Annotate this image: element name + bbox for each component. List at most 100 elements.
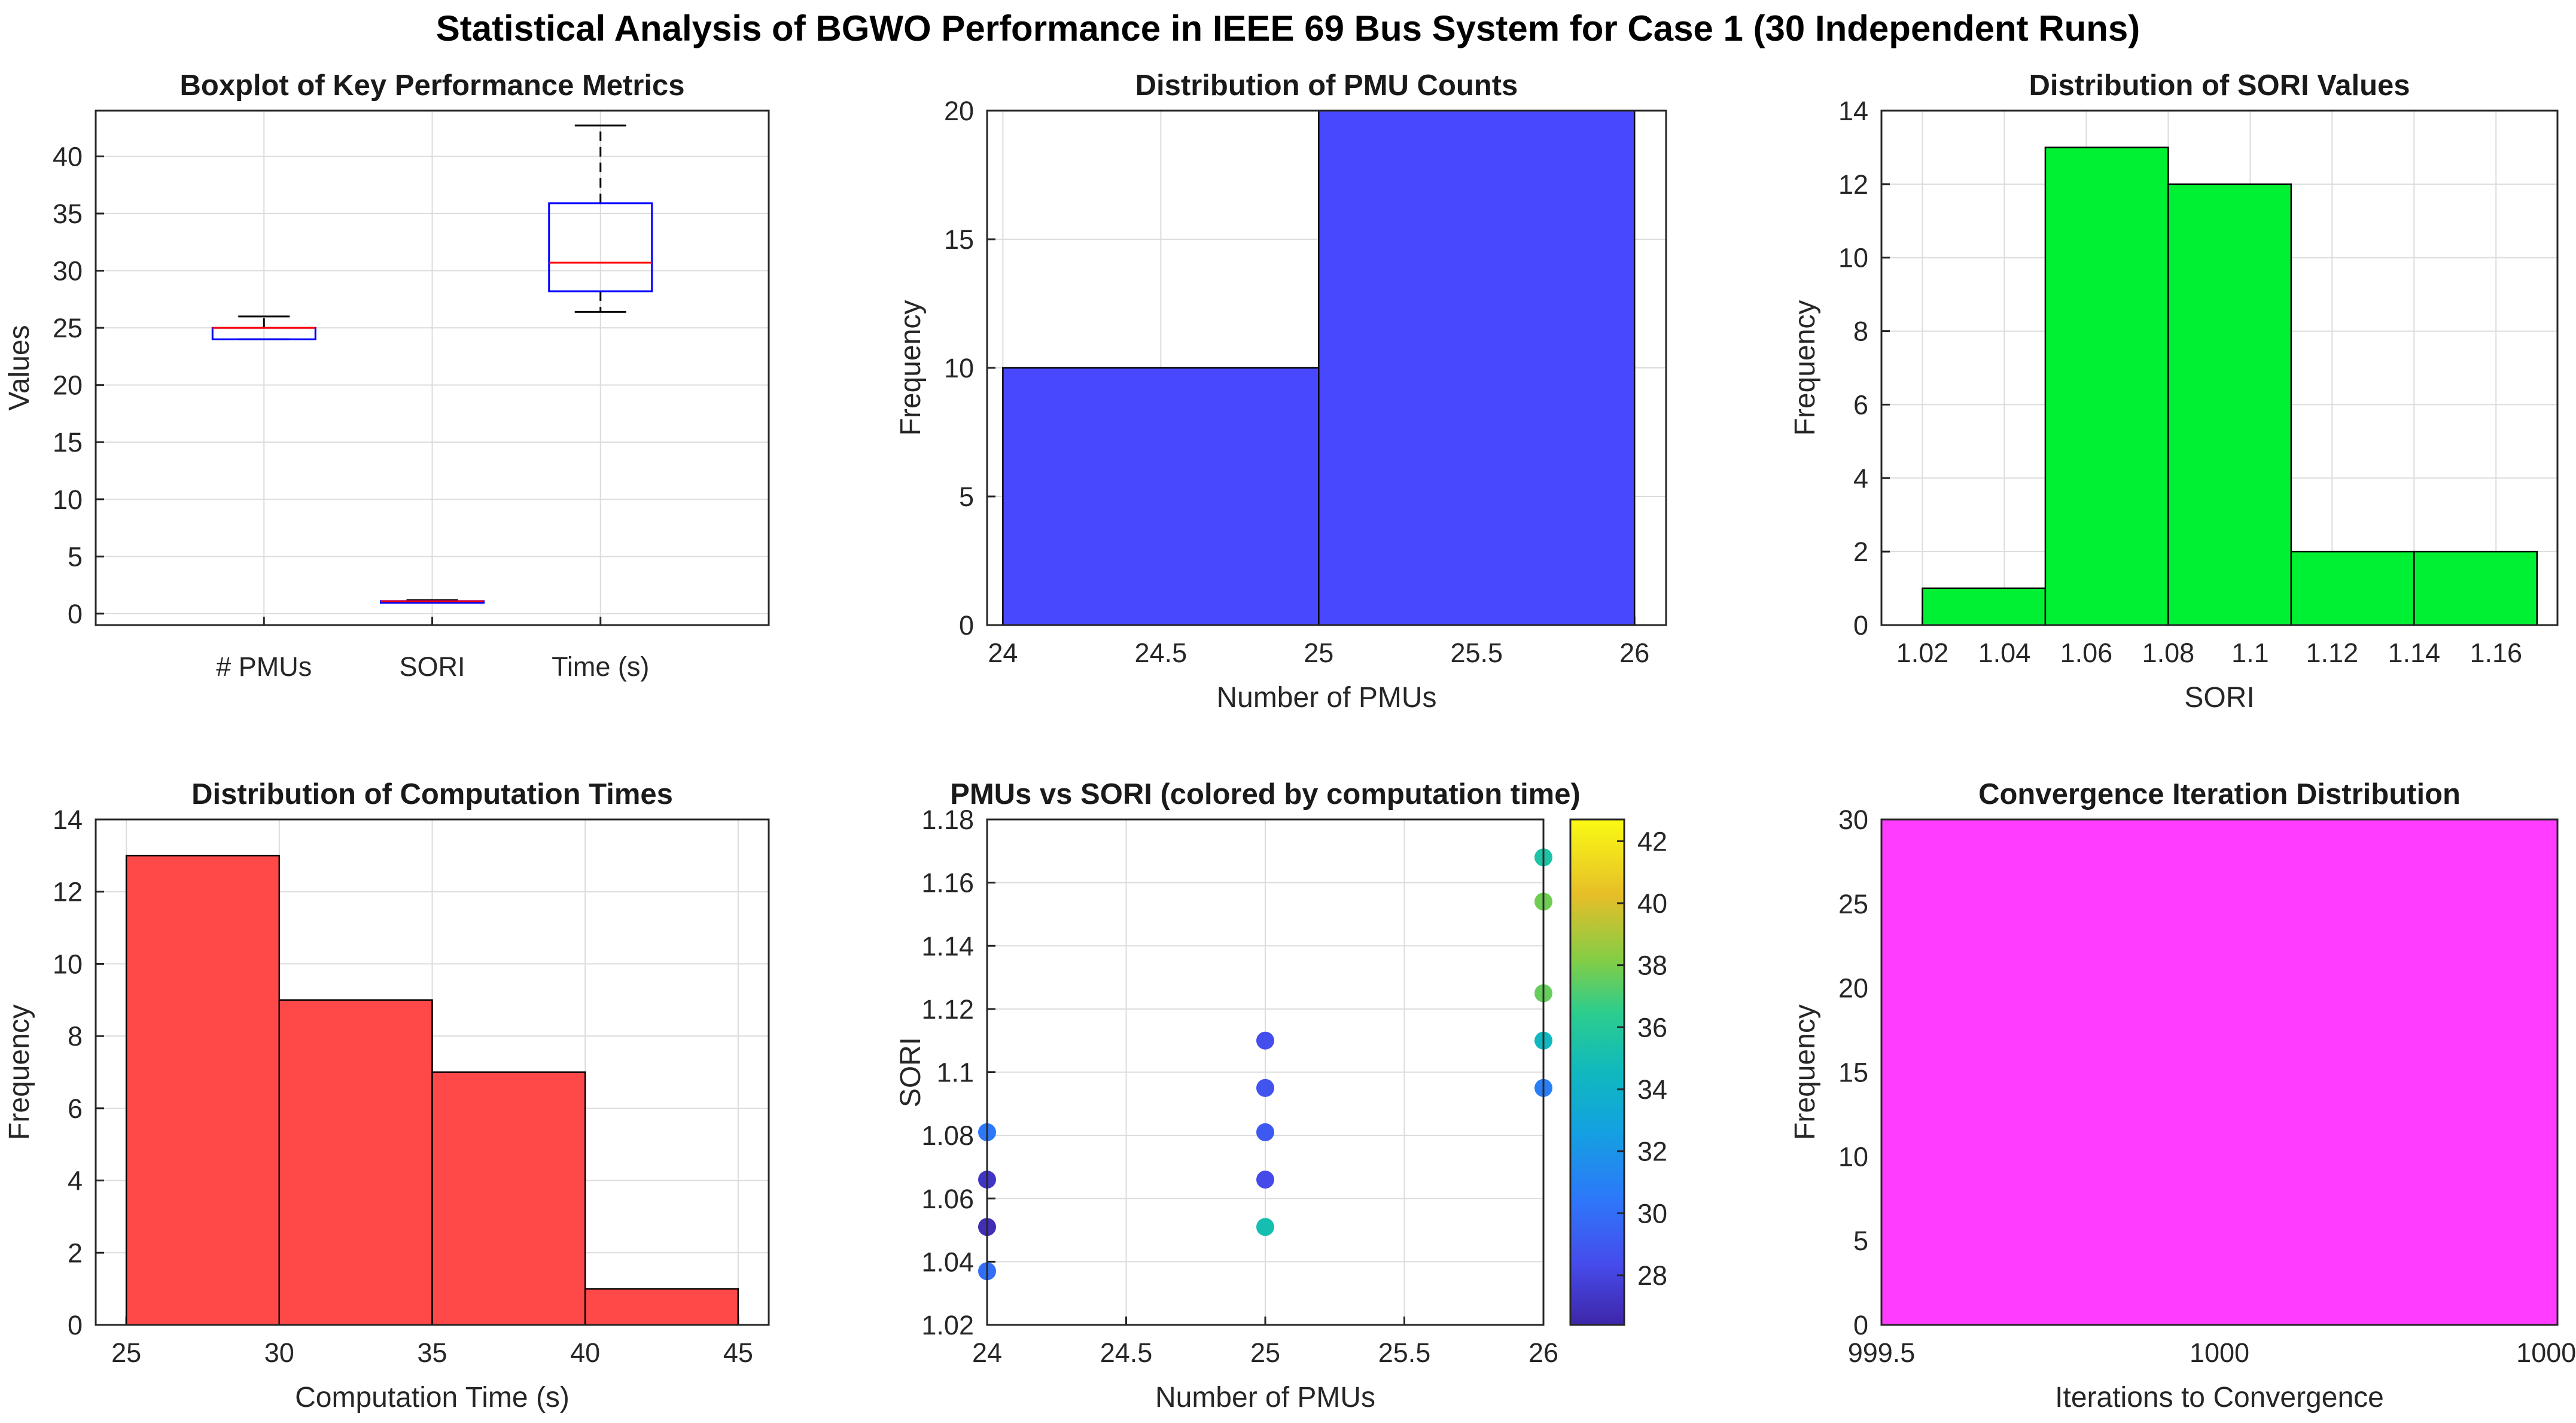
colorbar-tick-label: 38 bbox=[1637, 950, 1667, 981]
y-tick-label: 1.06 bbox=[921, 1184, 974, 1214]
x-tick-label: SORI bbox=[399, 651, 465, 682]
x-tick-label: 25 bbox=[111, 1337, 141, 1368]
scatter-point bbox=[1256, 1123, 1274, 1141]
x-tick-label: 45 bbox=[723, 1337, 753, 1368]
histogram-bar bbox=[584, 1288, 739, 1326]
scatter-point bbox=[1256, 1171, 1274, 1189]
histogram-bar bbox=[431, 1071, 586, 1326]
colorbar-tick-label: 28 bbox=[1637, 1260, 1667, 1291]
x-tick-label: 25 bbox=[1304, 638, 1333, 668]
chart-panel-sori-hist: 0 2 4 6 8 10 12 14 1.02 1.04 1.06 1.08 1.1 1.12 1.14 1.… bbox=[1789, 69, 2559, 714]
y-tick-label: 15 bbox=[53, 427, 83, 458]
y-tick-label: 30 bbox=[1838, 805, 1868, 835]
panel-title: Convergence Iteration Distribution bbox=[1978, 778, 2461, 810]
panel-title: PMUs vs SORI (colored by computation tim… bbox=[950, 778, 1581, 810]
y-tick-label: 1.14 bbox=[921, 931, 974, 961]
x-tick-label: # PMUs bbox=[216, 651, 312, 682]
chart-panel-pmu-hist: 0 5 10 15 20 24 24.5 25 25.5 26 Distribution of PM… bbox=[895, 69, 1667, 714]
box bbox=[548, 202, 653, 292]
y-tick-label: 2 bbox=[1853, 537, 1868, 567]
x-tick-label: Time (s) bbox=[552, 651, 649, 682]
x-tick-label: 26 bbox=[1528, 1337, 1558, 1368]
panel-title: Distribution of PMU Counts bbox=[1135, 69, 1518, 102]
x-tick-label: 30 bbox=[264, 1337, 294, 1368]
x-tick-label: 1.16 bbox=[2470, 638, 2522, 668]
y-tick-label: 12 bbox=[53, 877, 83, 907]
x-tick-label: 1.14 bbox=[2388, 638, 2441, 668]
y-tick-label: 4 bbox=[1853, 463, 1868, 493]
x-axis-label: Number of PMUs bbox=[1155, 1382, 1375, 1413]
x-tick-label: 24 bbox=[972, 1337, 1002, 1368]
panel-title: Distribution of SORI Values bbox=[2029, 69, 2410, 102]
y-tick-label: 8 bbox=[1853, 316, 1868, 347]
colorbar-tick-label: 42 bbox=[1637, 826, 1667, 857]
axes-frame bbox=[986, 818, 1545, 1326]
histogram-bar bbox=[2044, 147, 2169, 626]
colorbar-tick-label: 36 bbox=[1637, 1012, 1667, 1043]
scatter-point bbox=[1256, 1031, 1274, 1050]
y-tick-label: 0 bbox=[959, 610, 974, 641]
chart-panel-boxplot: 0 5 10 15 20 25 30 35 40 # PMUs SORI Time (s) Boxplo… bbox=[4, 69, 770, 682]
axes-frame bbox=[1880, 109, 2559, 626]
y-axis-label: Frequency bbox=[1789, 1004, 1821, 1140]
x-tick-label: 1.08 bbox=[2142, 638, 2195, 668]
y-tick-label: 10 bbox=[53, 485, 83, 515]
y-tick-label: 0 bbox=[1853, 610, 1868, 641]
y-tick-label: 14 bbox=[1838, 96, 1868, 126]
y-tick-label: 1.12 bbox=[921, 994, 974, 1025]
y-axis-label: SORI bbox=[895, 1037, 927, 1107]
histogram-bar bbox=[2413, 550, 2538, 626]
y-tick-label: 1.04 bbox=[921, 1247, 974, 1277]
y-tick-label: 1.08 bbox=[921, 1120, 974, 1151]
colorbar bbox=[1569, 818, 1625, 1326]
y-axis-label: Frequency bbox=[895, 300, 927, 436]
chart-panel-scatter: 1.02 1.04 1.06 1.08 1.1 1.12 1.14 1.16 1.18 24 24.… bbox=[895, 778, 1667, 1413]
y-axis-label: Values bbox=[4, 325, 35, 410]
x-tick-label: 24.5 bbox=[1100, 1337, 1153, 1368]
x-tick-label: 24 bbox=[988, 638, 1018, 668]
y-tick-label: 30 bbox=[53, 256, 83, 287]
colorbar-tick-label: 34 bbox=[1637, 1074, 1667, 1105]
y-tick-label: 5 bbox=[959, 482, 974, 512]
y-tick-label: 1.18 bbox=[921, 805, 974, 835]
histogram-bar bbox=[1002, 367, 1320, 626]
y-axis-label: Frequency bbox=[1789, 300, 1821, 436]
y-tick-label: 5 bbox=[68, 541, 83, 572]
y-tick-label: 5 bbox=[1853, 1226, 1868, 1256]
x-tick-label: 1.04 bbox=[1978, 638, 2031, 668]
y-tick-label: 40 bbox=[53, 141, 83, 172]
y-tick-label: 25 bbox=[53, 313, 83, 343]
y-tick-label: 12 bbox=[1838, 169, 1868, 200]
y-tick-label: 1.02 bbox=[921, 1310, 974, 1340]
x-tick-label: 25.5 bbox=[1378, 1337, 1431, 1368]
y-tick-label: 6 bbox=[68, 1093, 83, 1124]
x-tick-label: 35 bbox=[417, 1337, 447, 1368]
y-tick-label: 4 bbox=[68, 1166, 83, 1196]
y-tick-label: 1.16 bbox=[921, 868, 974, 898]
y-tick-label: 10 bbox=[53, 949, 83, 979]
axes-frame bbox=[95, 109, 770, 626]
y-tick-label: 6 bbox=[1853, 389, 1868, 420]
panel-title: Boxplot of Key Performance Metrics bbox=[179, 69, 684, 102]
y-tick-label: 20 bbox=[944, 96, 974, 126]
y-tick-label: 8 bbox=[68, 1021, 83, 1052]
axes-frame bbox=[95, 818, 770, 1326]
x-tick-label: 999.5 bbox=[1848, 1337, 1916, 1368]
colorbar-tick-label: 32 bbox=[1637, 1136, 1667, 1167]
scatter-point bbox=[1256, 1078, 1274, 1097]
figure-title: Statistical Analysis of BGWO Performance… bbox=[436, 8, 2140, 48]
histogram-bar bbox=[1318, 109, 1636, 626]
colorbar-tick-label: 30 bbox=[1637, 1198, 1667, 1229]
colorbar-tick-label: 40 bbox=[1637, 888, 1667, 919]
axes-frame bbox=[1880, 818, 2559, 1326]
histogram-bar bbox=[1880, 818, 2559, 1326]
x-tick-label: 25 bbox=[1250, 1337, 1280, 1368]
y-tick-label: 15 bbox=[944, 224, 974, 255]
y-tick-label: 0 bbox=[1853, 1310, 1868, 1340]
x-tick-label: 1000.5 bbox=[2516, 1337, 2576, 1368]
scatter-point bbox=[1256, 1218, 1274, 1236]
x-tick-label: 1.12 bbox=[2306, 638, 2359, 668]
y-tick-label: 25 bbox=[1838, 889, 1868, 919]
y-tick-label: 1.1 bbox=[936, 1058, 974, 1088]
